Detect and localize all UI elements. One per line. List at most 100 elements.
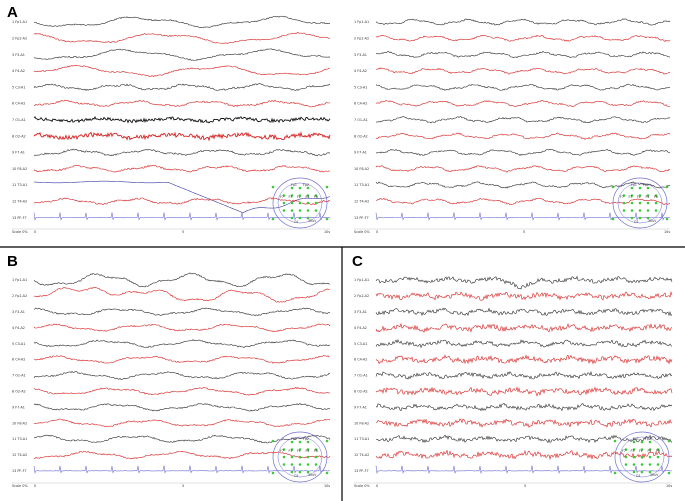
eeg-panel-b: B 1 Fp1-A1 2 Fp2-A2 3 F3-A1 4 F4-A2 5 C3-A1 6… bbox=[7, 253, 330, 488]
axis-tick-mid: 5 bbox=[182, 230, 184, 234]
channel-label-3: 3 F3-A1 bbox=[354, 310, 367, 314]
eeg-trace-13 bbox=[375, 465, 673, 475]
eeg-trace-13 bbox=[33, 212, 330, 221]
map-label-f3: F3 bbox=[289, 449, 293, 453]
channel-label-4: 4 F4-A2 bbox=[354, 69, 367, 73]
electrode-dot bbox=[638, 209, 642, 212]
electrode-dot bbox=[648, 448, 652, 451]
electrode-dot bbox=[306, 201, 310, 205]
eeg-trace-9 bbox=[375, 148, 671, 156]
electrode-dot bbox=[306, 186, 310, 190]
time-axis: Scale 0% 0 5 10s bbox=[354, 482, 672, 488]
channel-label-1: 1 Fp1-A1 bbox=[354, 278, 369, 282]
map-label-fz: Fz bbox=[639, 449, 643, 453]
eeg-trace-11 bbox=[375, 181, 671, 189]
electrode-dot bbox=[314, 463, 318, 466]
electrode-dot bbox=[646, 216, 650, 220]
eeg-panel-a-left: A 1 Fp1-A1 2 Fp2-A2 3 F3-A1 4 F4-A2 5 C3-A1 6… bbox=[7, 4, 331, 234]
electrode-dot bbox=[622, 209, 626, 212]
eeg-trace-9 bbox=[33, 402, 331, 412]
electrode-dot bbox=[667, 439, 671, 443]
channel-labels: 1 Fp1-A1 2 Fp2-A2 3 F3-A1 4 F4-A2 5 C3-A1 6 C… bbox=[12, 20, 27, 220]
channel-label-8: 8 O2-A2 bbox=[12, 134, 26, 138]
electrode-dot bbox=[306, 440, 310, 444]
electrode-dot bbox=[325, 217, 329, 221]
map-label-f8: F8 bbox=[314, 195, 318, 199]
electrode-dot bbox=[656, 463, 660, 466]
electrode-dot bbox=[648, 470, 652, 474]
electrode-dot bbox=[613, 471, 617, 475]
electrode-dot bbox=[646, 194, 650, 197]
axis-tick-start: 0 bbox=[34, 484, 36, 488]
electrode-dot bbox=[624, 463, 628, 466]
map-label-scale: 30uV bbox=[308, 473, 317, 477]
electrode-dot bbox=[613, 439, 617, 443]
channel-label-11: 11 T3-A1 bbox=[12, 183, 27, 187]
channel-label-4: 4 F4-A2 bbox=[354, 326, 367, 330]
map-label-f3: F3 bbox=[289, 195, 293, 199]
map-label-f7: F7 bbox=[280, 449, 284, 453]
electrode-dot bbox=[282, 209, 286, 212]
electrode-dot bbox=[630, 186, 634, 190]
electrode-dot bbox=[271, 185, 275, 189]
channel-label-2: 2 Fp2-A2 bbox=[12, 294, 27, 298]
electrode-map: Fp1 Fp2 F7 F3 Fz F4 F8 O1 30uV bbox=[271, 177, 329, 229]
electrode-map: Fp1 Fp2 F7 F3 Fz F4 F8 O1 30uV bbox=[611, 177, 669, 229]
electrode-dot bbox=[314, 455, 318, 459]
map-label-fp2: Fp2 bbox=[303, 183, 309, 187]
electrode-dot bbox=[298, 209, 302, 212]
eeg-trace-6 bbox=[375, 99, 671, 107]
eeg-trace-4 bbox=[33, 323, 331, 333]
electrode-dot bbox=[325, 471, 329, 475]
eeg-trace-6 bbox=[33, 355, 331, 364]
channel-label-8: 8 O2-A2 bbox=[354, 390, 368, 394]
electrode-dot bbox=[298, 440, 302, 444]
eeg-trace-3 bbox=[375, 307, 673, 317]
electrode-dot bbox=[638, 201, 642, 205]
time-axis: Scale 0% 0 5 10s bbox=[12, 482, 330, 488]
electrode-dot bbox=[665, 217, 669, 221]
electrode-dot bbox=[646, 209, 650, 212]
electrode-dot bbox=[630, 201, 634, 205]
electrode-dot bbox=[646, 201, 650, 205]
electrode-dot bbox=[282, 463, 286, 466]
electrode-dot bbox=[665, 185, 669, 189]
electrode-dot bbox=[667, 471, 671, 475]
channel-label-12: 12 T4-A2 bbox=[354, 200, 369, 204]
electrode-dot bbox=[630, 209, 634, 212]
electrode-dot bbox=[282, 194, 286, 197]
electrode-dot bbox=[306, 455, 310, 459]
axis-tick-mid: 5 bbox=[523, 230, 525, 234]
channel-label-1: 1 Fp1-A1 bbox=[12, 20, 27, 24]
eeg-trace-5 bbox=[375, 83, 671, 91]
axis-tick-start: 0 bbox=[376, 230, 378, 234]
electrode-dot bbox=[654, 201, 658, 205]
electrode-dot bbox=[640, 448, 644, 451]
channel-label-3: 3 F3-A1 bbox=[354, 53, 367, 57]
channel-label-2: 2 Fp2-A2 bbox=[354, 37, 369, 41]
channel-label-1: 1 Fp1-A1 bbox=[354, 20, 369, 24]
map-label-f7: F7 bbox=[620, 195, 624, 199]
electrode-dot bbox=[632, 440, 636, 444]
eeg-trace-9 bbox=[375, 402, 673, 412]
head-inner-outline bbox=[277, 436, 323, 478]
channel-label-6: 6 C4-A2 bbox=[354, 102, 367, 106]
eeg-trace-4 bbox=[34, 64, 331, 77]
eeg-trace-7 bbox=[33, 370, 331, 380]
electrode-dot bbox=[298, 201, 302, 205]
trace-group bbox=[375, 275, 673, 475]
channel-labels: 1 Fp1-A1 2 Fp2-A2 3 F3-A1 4 F4-A2 5 C3-A1 6 C… bbox=[354, 20, 369, 220]
channel-label-8: 8 O2-A2 bbox=[12, 390, 26, 394]
eeg-trace-12 bbox=[375, 197, 671, 205]
eeg-trace-2 bbox=[375, 34, 671, 42]
electrode-dot bbox=[298, 470, 302, 474]
eeg-trace-5 bbox=[375, 338, 673, 349]
map-label-fp2: Fp2 bbox=[643, 183, 649, 187]
trace-group bbox=[33, 15, 331, 221]
channel-label-10: 10 F8-A2 bbox=[12, 167, 27, 171]
electrode-dot bbox=[298, 455, 302, 459]
electrode-dot bbox=[314, 209, 318, 212]
eeg-trace-11 bbox=[33, 180, 331, 214]
axis-scale-label: Scale 0% bbox=[354, 230, 370, 234]
channel-label-13: 13 PF-F7 bbox=[354, 216, 369, 220]
